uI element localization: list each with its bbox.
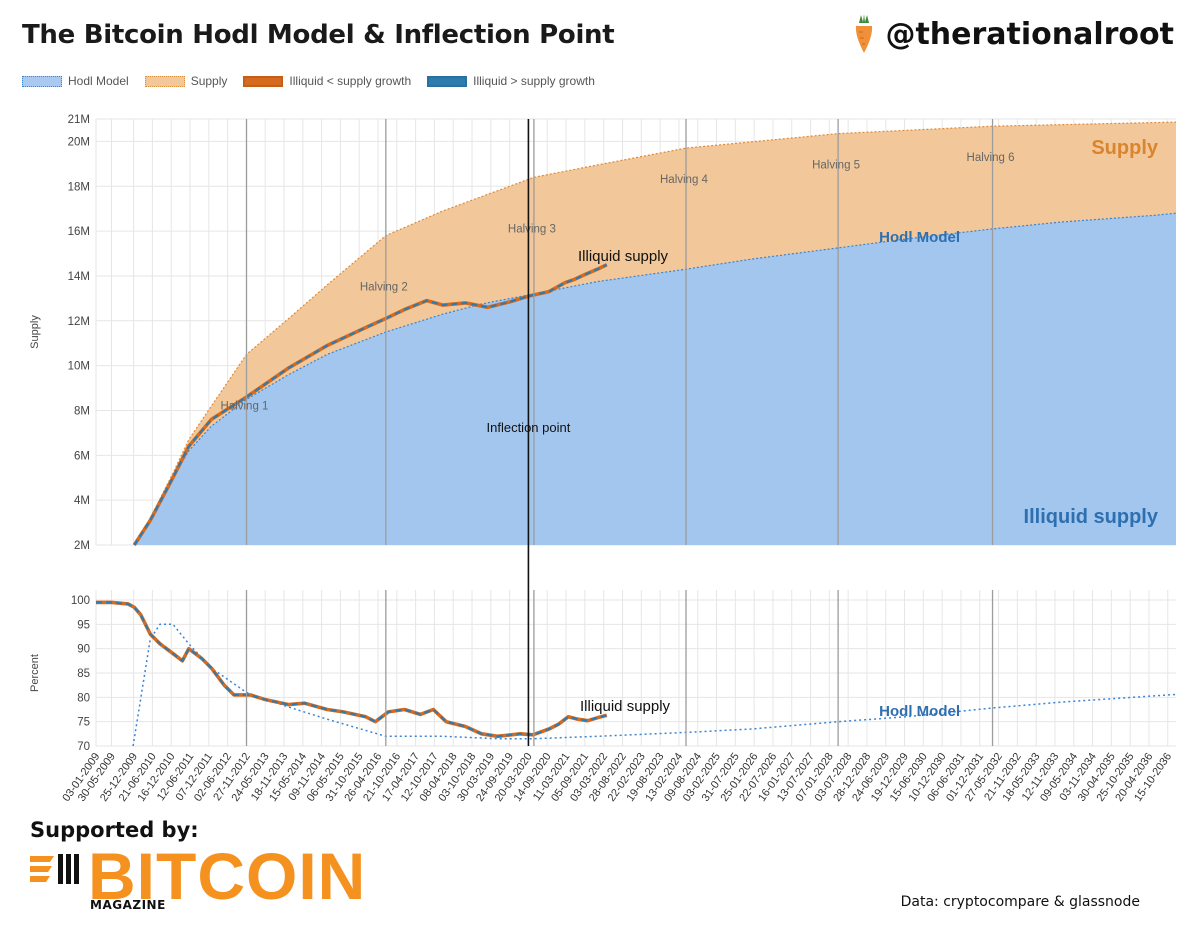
halving-label: Halving 3 [508,223,556,235]
legend-swatch-supply [144,75,185,87]
legend-label-supply: Supply [190,74,228,88]
y-tick-label-bottom: 95 [77,619,90,631]
bitcoin-magazine-logo-icon [30,854,79,884]
y-tick-label-bottom: 75 [77,717,90,729]
y-tick-label-top: 12M [68,316,90,328]
halving-label: Halving 6 [967,152,1015,164]
y-tick-label-top: 4M [74,495,90,507]
legend-swatch-illiquid-lt [243,75,284,87]
supply-annotation: Supply [1091,137,1159,159]
y-tick-label-bottom: 100 [71,595,90,607]
hodl-model-line [133,212,1177,546]
legend-item-supply[interactable]: Supply [144,74,228,88]
legend-item-illiquid-gt[interactable]: Illiquid > supply growth [427,74,595,88]
y-tick-label-top: 20M [68,136,90,148]
bitcoin-magazine-logo: BITCOIN MAGAZINE [28,839,367,913]
y-tick-label-bottom: 70 [77,741,90,753]
hodl-percent-annotation: Hodl Model [879,703,960,720]
illiquid-supply-annotation: Illiquid supply [578,248,669,265]
chart-title: The Bitcoin Hodl Model & Inflection Poin… [22,20,615,50]
illiquid-supply-area-annotation: Illiquid supply [1024,506,1159,528]
y-tick-label-top: 10M [68,361,90,373]
author-handle-text: @therationalroot [885,16,1174,52]
y-tick-label-top: 16M [68,226,90,238]
legend-label-illiquid-lt: Illiquid < supply growth [289,74,412,88]
magazine-brand-word: MAGAZINE [90,898,166,912]
hodl-model-area [134,213,1176,545]
hodl-model-percent-line [132,623,1177,747]
legend-item-illiquid-lt[interactable]: Illiquid < supply growth [243,74,411,88]
legend-item-hodl[interactable]: Hodl Model [22,74,129,88]
halving-label: Halving 5 [812,160,860,172]
halving-label: Halving 1 [221,400,269,412]
inflection-label: Inflection point [487,420,571,435]
y-tick-label-bottom: 90 [77,644,90,656]
bitcoin-brand-word: BITCOIN [88,839,367,913]
legend-label-illiquid-gt: Illiquid > supply growth [473,74,595,88]
illiquid-percent-annotation: Illiquid supply [580,698,671,715]
y-axis-title-bottom: Percent [29,654,41,692]
legend: Hodl Model Supply Illiquid < supply grow… [22,74,595,88]
y-tick-label-bottom: 85 [77,668,90,680]
y-tick-label-top: 2M [74,540,90,552]
illiquid-percent-line-orange [96,600,608,739]
y-tick-label-top: 18M [68,181,90,193]
legend-swatch-illiquid-gt [427,75,468,87]
data-source: Data: cryptocompare & glassnode [900,894,1140,910]
y-tick-label-bottom: 80 [77,692,90,704]
author-handle: @therationalroot [853,14,1174,54]
y-tick-label-top: 8M [74,405,90,417]
hodl-model-annotation: Hodl Model [879,229,960,246]
supported-by-label: Supported by: [30,818,199,842]
y-tick-label-top: 21M [68,114,90,126]
illiquid-supply-line-blue [133,263,608,546]
illiquid-percent-line-blue [96,601,608,738]
legend-label-hodl: Hodl Model [68,74,129,88]
legend-swatch-hodl [22,75,62,87]
carrot-icon [856,14,873,53]
y-tick-label-top: 6M [74,450,90,462]
halving-label: Halving 2 [360,282,408,294]
halving-label: Halving 4 [660,174,709,186]
y-tick-label-top: 14M [68,271,90,283]
y-axis-title-top: Supply [29,315,41,349]
